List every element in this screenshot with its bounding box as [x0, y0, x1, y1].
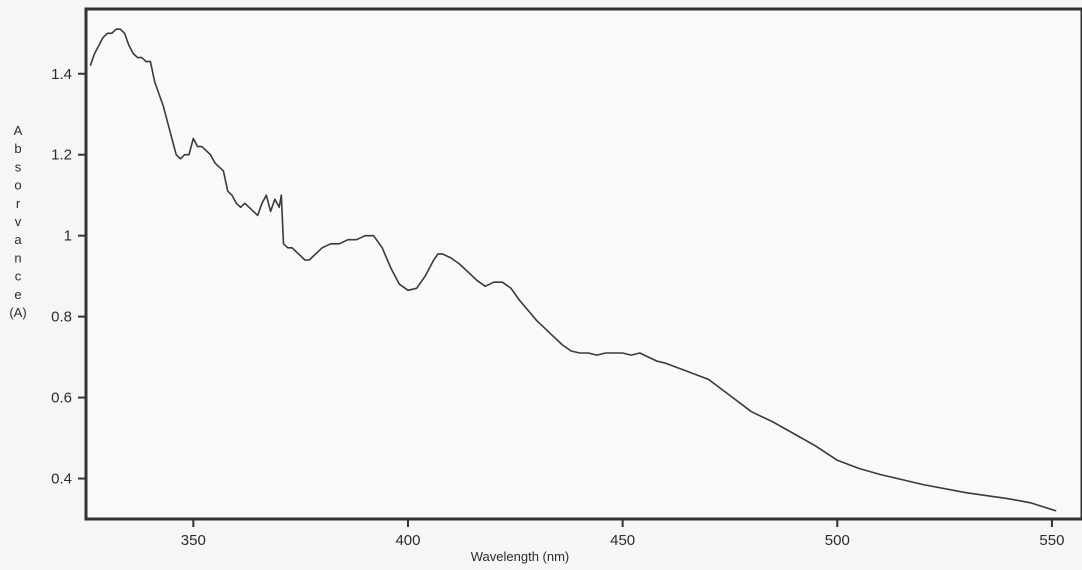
y-axis-title-letter: v: [15, 214, 22, 229]
plot-frame: [84, 7, 1082, 521]
y-axis-title-letter: s: [15, 159, 22, 174]
y-axis-title-letter: o: [14, 178, 21, 193]
y-axis-title-letter: b: [14, 141, 21, 156]
x-tick-label: 450: [610, 532, 635, 549]
y-tick-label: 0.4: [51, 471, 72, 488]
x-tick-label: 350: [181, 532, 206, 549]
y-axis-title-letter: (A): [9, 305, 26, 320]
y-axis-title-letter: n: [14, 250, 21, 265]
y-axis-title-letter: r: [16, 196, 21, 211]
x-tick-label: 500: [825, 532, 850, 549]
y-axis-ticks: 0.4 0.6 0.8 1 1.2 1.4: [51, 66, 86, 488]
y-tick-label: 0.8: [51, 309, 72, 326]
x-axis-ticks: 350 400 450 500 550: [181, 519, 1064, 549]
y-axis-title-letter: a: [14, 232, 22, 247]
absorbance-series-line: [89, 28, 1057, 512]
x-tick-label: 550: [1039, 532, 1064, 549]
y-axis-title-letter: e: [14, 287, 21, 302]
x-tick-label: 400: [395, 532, 420, 549]
x-axis-title: Wavelength (nm): [471, 549, 570, 564]
y-tick-label: 1: [64, 228, 72, 245]
y-tick-label: 1.4: [51, 66, 72, 83]
y-axis-title-letter: A: [14, 123, 23, 138]
y-tick-label: 1.2: [51, 147, 72, 164]
y-tick-label: 0.6: [51, 390, 72, 407]
y-axis-title-letter: c: [15, 269, 22, 284]
